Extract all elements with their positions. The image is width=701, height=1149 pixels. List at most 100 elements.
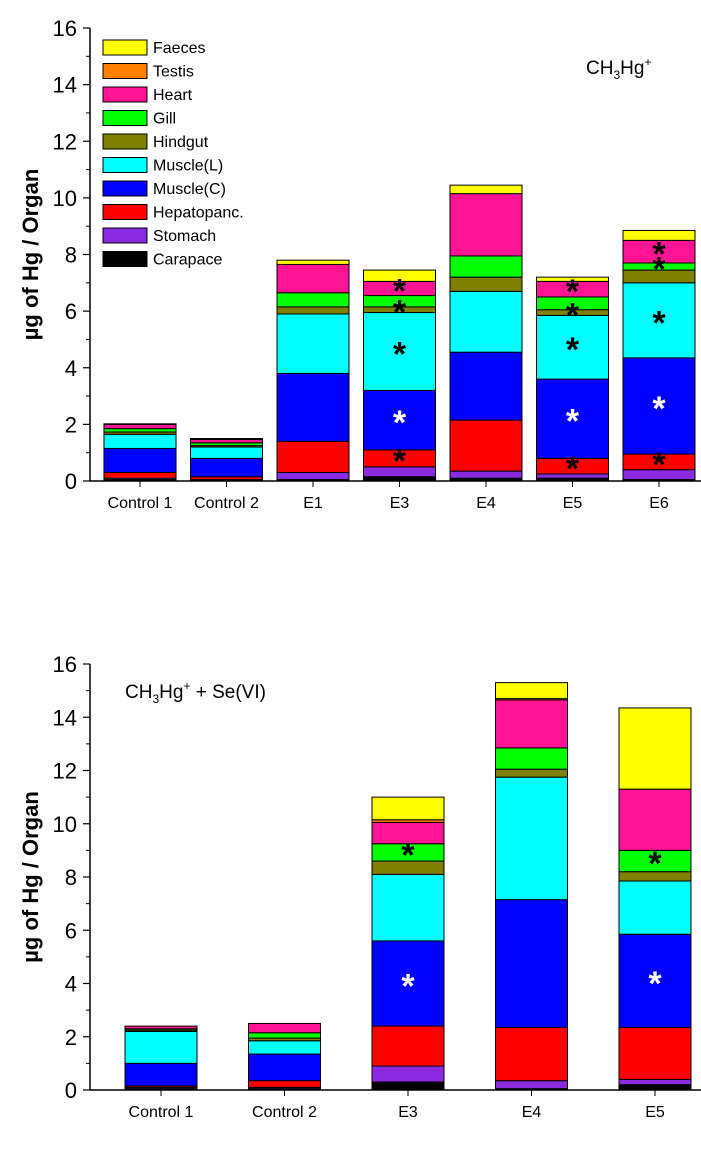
- annotation-part: + Se(VI): [190, 682, 266, 703]
- significance-star: *: [393, 272, 407, 310]
- bar-segment-faeces: [495, 682, 568, 700]
- y-tick-label: 0: [65, 469, 77, 494]
- bar-segment-hepatopanc-: [449, 419, 523, 472]
- legend-label: Carapace: [153, 252, 222, 269]
- bar-segment-hindgut: [495, 768, 568, 778]
- x-tick-label: Control 1: [129, 1104, 194, 1121]
- x-tick-label: E3: [398, 1104, 418, 1121]
- x-tick-label: E4: [476, 495, 496, 512]
- annotation-part: Hg: [620, 58, 644, 79]
- bar-segment-muscle-c-: [103, 447, 177, 474]
- bar-segment-faeces: [190, 438, 263, 440]
- x-tick-label: E1: [303, 495, 323, 512]
- bar-segment-gill: [248, 1032, 321, 1039]
- bar-segment-stomach: [618, 1078, 692, 1086]
- bar-segment-muscle-l-: [618, 880, 692, 935]
- significance-star: *: [566, 450, 580, 488]
- significance-star: *: [652, 251, 666, 289]
- significance-star: *: [652, 236, 666, 274]
- bar-segment-muscle-c-: [124, 1062, 198, 1087]
- annotation-part: Hg: [159, 682, 183, 703]
- bar-segment-hepatopanc-: [495, 1026, 568, 1082]
- legend: Faeces Testis Heart Gill Hindgut Muscle(L) Mus…: [102, 39, 244, 269]
- x-tick-label: Control 2: [252, 1104, 317, 1121]
- bar-segment-muscle-l-: [495, 776, 568, 901]
- legend-label: Muscle(C): [153, 181, 226, 198]
- bar-segment-muscle-c-: [190, 457, 263, 478]
- y-tick-label: 12: [53, 759, 77, 784]
- bar-segment-heart: [276, 263, 350, 294]
- bar-segment-faeces: [622, 229, 696, 241]
- y-tick-label: 14: [53, 705, 77, 730]
- bar-segment-hepatopanc-: [618, 1026, 692, 1080]
- bar-segment-muscle-c-: [495, 899, 568, 1028]
- y-tick-label: 2: [65, 412, 77, 437]
- y-tick-label: 4: [65, 356, 77, 381]
- significance-star: *: [648, 845, 662, 883]
- y-tick-label: 16: [53, 16, 77, 41]
- annotation-part: +: [183, 679, 190, 693]
- significance-star: *: [393, 335, 407, 373]
- bar-segment-faeces: [449, 184, 523, 195]
- bar-segment-gill: [495, 747, 568, 770]
- bar-segment-carapace: [371, 1081, 445, 1091]
- annotation-part: CH: [586, 58, 613, 79]
- legend-label: Faeces: [153, 40, 205, 57]
- bar-segment-gill: [103, 428, 177, 433]
- bar-segment-gill: [449, 255, 523, 278]
- y-tick-label: 14: [53, 73, 77, 98]
- bar-segment-heart: [103, 423, 177, 430]
- bar-segment-muscle-c-: [371, 940, 445, 1027]
- y-tick-label: 12: [53, 129, 77, 154]
- legend-swatch: [102, 110, 148, 126]
- x-tick-label: Control 1: [108, 495, 173, 512]
- annotation-part: CH: [125, 682, 152, 703]
- x-tick-label: E3: [390, 495, 410, 512]
- legend-swatch: [102, 63, 148, 79]
- legend-swatch: [102, 39, 148, 56]
- legend-label: Stomach: [153, 228, 216, 245]
- significance-star: *: [393, 404, 407, 442]
- significance-star: *: [401, 836, 415, 874]
- legend-swatch: [102, 86, 148, 103]
- bar-segment-heart: [449, 193, 523, 257]
- bar-segment-heart: [248, 1022, 321, 1034]
- bar-segment-faeces: [536, 276, 609, 282]
- bar-segment-muscle-c-: [449, 351, 523, 421]
- y-tick-label: 0: [65, 1078, 77, 1103]
- bar-segment-hepatopanc-: [248, 1080, 321, 1088]
- bar-segment-muscle-l-: [536, 314, 609, 380]
- bar-segment-muscle-l-: [124, 1030, 198, 1064]
- bar-segment-muscle-l-: [190, 446, 263, 459]
- legend-label: Muscle(L): [153, 158, 223, 175]
- bar-segment-stomach: [449, 470, 523, 479]
- bar-segment-hindgut: [449, 276, 523, 292]
- bar-segment-muscle-c-: [536, 378, 609, 459]
- legend-swatch: [102, 180, 148, 197]
- bar-segment-heart: [495, 699, 568, 749]
- bar-segment-muscle-c-: [622, 357, 696, 455]
- x-tick-label: Control 2: [194, 495, 259, 512]
- bar-segment-muscle-l-: [449, 290, 523, 353]
- bar-segment-muscle-l-: [622, 282, 696, 359]
- bar-segment-heart: [618, 788, 692, 851]
- significance-star: *: [566, 403, 580, 441]
- y-tick-label: 8: [65, 865, 77, 890]
- significance-star: *: [393, 294, 407, 332]
- chart-panel-1: Control 1 Control 2 E1*****E3 E4*****E5****…: [18, 16, 701, 512]
- bar-segment-carapace: [618, 1084, 692, 1091]
- significance-star: *: [566, 331, 580, 369]
- bar-segment-faeces: [276, 259, 350, 265]
- y-tick-label: 6: [65, 918, 77, 943]
- bar-segment-muscle-l-: [276, 313, 350, 374]
- significance-star: *: [652, 390, 666, 428]
- bar-segment-muscle-l-: [371, 873, 445, 942]
- chart-annotation: CH3Hg+ + Se(VI): [125, 679, 266, 706]
- x-tick-label: E5: [645, 1104, 665, 1121]
- bar-segment-muscle-c-: [248, 1053, 321, 1082]
- annotation-part: 3: [613, 68, 620, 82]
- annotation-part: +: [644, 55, 651, 69]
- significance-star: *: [566, 297, 580, 335]
- bar-segment-faeces: [363, 269, 436, 282]
